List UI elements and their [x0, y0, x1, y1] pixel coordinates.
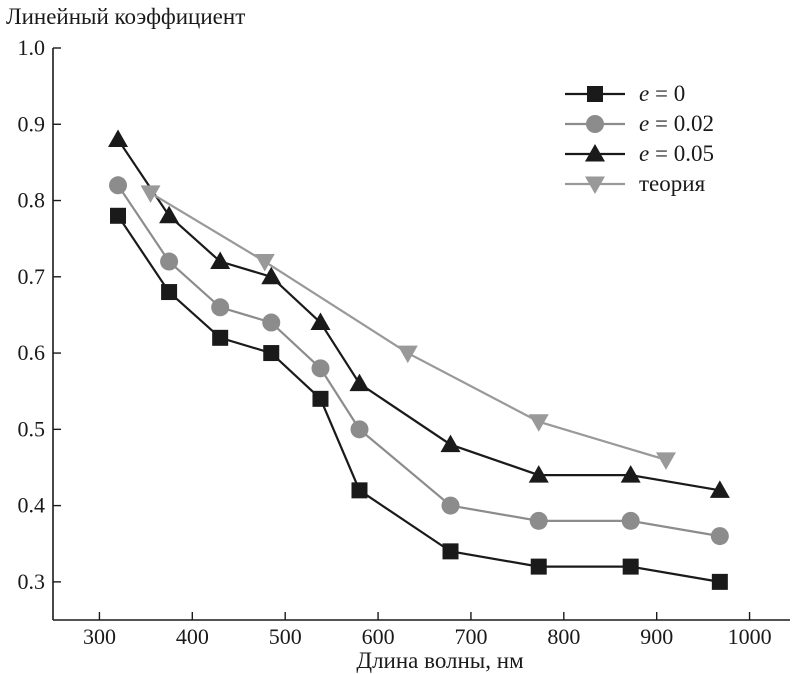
y-tick-label: 0.8	[18, 188, 46, 213]
data-point	[210, 251, 231, 270]
data-point	[709, 480, 730, 498]
data-point	[440, 434, 461, 453]
x-tick-label: 400	[176, 624, 209, 649]
data-point	[528, 465, 549, 483]
plot-area	[108, 129, 730, 590]
data-point	[621, 511, 640, 530]
series-line	[117, 184, 721, 538]
data-point	[441, 496, 460, 515]
data-point	[109, 176, 128, 195]
legend-marker	[586, 115, 604, 133]
data-point	[261, 266, 282, 285]
x-tick-label: 800	[547, 624, 580, 649]
legend-marker	[585, 144, 605, 162]
legend-entry: теория	[565, 171, 706, 196]
data-point	[350, 420, 369, 439]
data-point	[351, 482, 368, 499]
data-point	[108, 129, 129, 148]
data-point	[140, 185, 161, 203]
data-point	[711, 573, 728, 590]
data-point	[262, 313, 281, 332]
y-tick-label: 0.9	[18, 111, 46, 136]
series-line	[117, 138, 721, 492]
legend-entry: e = 0.02	[565, 111, 714, 136]
data-point	[442, 543, 459, 560]
x-tick-label: 700	[454, 624, 487, 649]
legend: e = 0 e = 0.02 e = 0.05 теория	[565, 81, 714, 196]
data-point	[710, 527, 729, 546]
legend-entry: e = 0.05	[565, 141, 714, 166]
y-tick-label: 1.0	[18, 35, 46, 60]
tick-marks: 0.3 0.4 0.5 0.6 0.7 0.8 0.9 1.0 300 400 500 600 700 8…	[18, 35, 772, 649]
data-point	[263, 345, 280, 362]
data-point	[312, 390, 329, 407]
legend-label: e = 0.05	[639, 141, 714, 166]
y-tick-label: 0.4	[18, 493, 46, 518]
data-point	[622, 558, 639, 575]
data-point	[161, 284, 178, 301]
x-tick-label: 600	[362, 624, 395, 649]
x-tick-label: 300	[83, 624, 116, 649]
legend-label: e = 0.02	[639, 111, 714, 136]
y-axis-title: Линейный коэффициент	[6, 4, 245, 29]
y-tick-label: 0.3	[18, 569, 46, 594]
data-point	[212, 329, 229, 346]
x-tick-label: 1000	[728, 624, 772, 649]
legend-marker	[587, 86, 603, 102]
data-point	[311, 359, 330, 378]
data-point	[655, 452, 676, 470]
data-point	[530, 558, 547, 575]
legend-entry: e = 0	[565, 81, 685, 106]
y-tick-label: 0.5	[18, 416, 46, 441]
x-tick-label: 900	[640, 624, 673, 649]
legend-marker	[585, 176, 605, 194]
series-line	[149, 191, 667, 461]
series-3	[140, 185, 676, 470]
data-point	[349, 373, 370, 392]
data-point	[160, 252, 179, 271]
y-tick-label: 0.7	[18, 264, 46, 289]
data-point	[211, 298, 230, 317]
legend-label: теория	[639, 171, 706, 196]
data-point	[110, 207, 127, 224]
x-axis-title: Длина волны, нм	[356, 648, 524, 673]
series-2	[108, 129, 730, 498]
data-point	[528, 414, 549, 432]
series-0	[110, 207, 728, 590]
legend-label: e = 0	[639, 81, 685, 106]
axes	[52, 48, 790, 621]
series-line	[117, 215, 721, 583]
data-point	[620, 465, 641, 483]
data-point	[254, 254, 275, 272]
data-point	[397, 345, 418, 364]
y-tick-label: 0.6	[18, 340, 46, 365]
data-point	[310, 312, 331, 331]
series-1	[109, 176, 729, 546]
x-tick-label: 500	[269, 624, 302, 649]
data-point	[159, 205, 180, 224]
data-point	[529, 511, 548, 530]
